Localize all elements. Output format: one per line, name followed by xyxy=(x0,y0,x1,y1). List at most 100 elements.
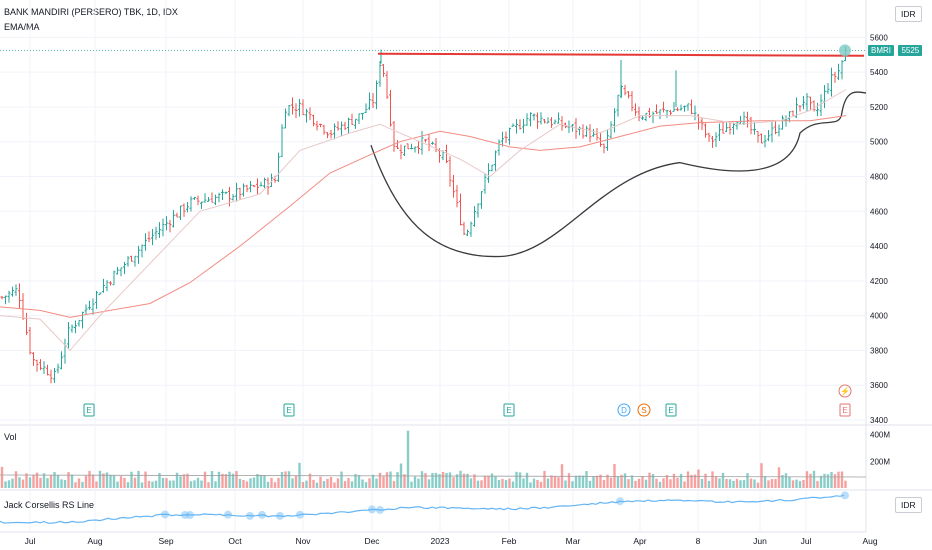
volume-bar xyxy=(140,482,144,488)
time-tick-label: Sep xyxy=(158,536,173,546)
volume-bar xyxy=(515,471,518,488)
time-axis: Jul Aug Sep Oct Nov Dec 2023 Feb Mar Apr 8 Jun Jul Au… xyxy=(25,536,878,546)
volume-bar xyxy=(378,472,382,488)
volume-bar xyxy=(305,480,308,488)
volume-bar xyxy=(7,480,11,488)
volume-bar xyxy=(557,477,560,488)
rs-line-label[interactable]: Jack Corsellis RS Line xyxy=(4,500,95,510)
rs-currency-button[interactable]: IDR xyxy=(895,497,922,513)
volume-bar xyxy=(203,471,207,488)
volume-bar xyxy=(466,473,469,488)
volume-bar xyxy=(210,471,214,488)
volume-bars xyxy=(0,430,867,488)
volume-bar xyxy=(56,474,60,488)
volume-bar xyxy=(112,475,116,488)
rs-line xyxy=(0,491,849,524)
earnings-marker xyxy=(665,403,677,417)
price-tick-label: 4800 xyxy=(870,172,888,181)
dividend-marker-label: D xyxy=(621,406,627,415)
volume-bar xyxy=(74,482,77,488)
volume-bar xyxy=(186,473,189,488)
volume-bar xyxy=(116,481,119,488)
volume-bar xyxy=(749,478,753,488)
volume-bar xyxy=(529,482,532,488)
volume-bar xyxy=(154,480,158,488)
volume-bar xyxy=(245,481,249,488)
volume-bar xyxy=(459,470,462,488)
volume-bar xyxy=(193,480,196,488)
volume-bar xyxy=(641,476,644,488)
volume-bar xyxy=(95,481,98,488)
volume-bar xyxy=(826,474,830,488)
volume-bar xyxy=(165,478,168,488)
volume-bar xyxy=(322,481,326,488)
slow-ma-line xyxy=(0,115,847,318)
volume-bar xyxy=(802,479,805,488)
news-marker xyxy=(838,384,852,398)
volume-bar xyxy=(18,477,21,488)
volume-bar xyxy=(42,473,46,488)
breakout-marker xyxy=(839,44,851,57)
price-tick-label: 5400 xyxy=(870,68,888,77)
split-marker-label: S xyxy=(641,406,646,415)
volume-label[interactable]: Vol xyxy=(4,432,17,442)
price-tick-label: 4000 xyxy=(870,312,888,321)
volume-bar xyxy=(508,478,511,488)
volume-bar xyxy=(175,472,179,488)
volume-bar xyxy=(182,474,186,488)
volume-bar xyxy=(287,471,291,488)
volume-bar xyxy=(809,473,812,488)
rs-new-high-dot xyxy=(246,511,254,520)
volume-bar xyxy=(637,478,641,488)
volume-bar xyxy=(340,471,343,488)
price-tick-label: 3400 xyxy=(870,416,888,425)
price-tick-label: 4200 xyxy=(870,277,888,286)
volume-bar xyxy=(578,475,581,488)
volume-bar xyxy=(501,478,504,488)
volume-bar xyxy=(844,480,847,488)
volume-bar xyxy=(434,472,438,488)
volume-bar xyxy=(651,474,655,488)
volume-bar xyxy=(742,480,746,488)
volume-bar xyxy=(735,478,739,488)
event-markers: E E E D S E E ⚡ xyxy=(83,384,852,417)
volume-bar xyxy=(326,478,329,488)
volume-bar xyxy=(438,474,441,488)
volume-bar xyxy=(634,480,637,488)
volume-bar xyxy=(816,481,819,488)
volume-bar xyxy=(693,474,697,488)
volume-bar xyxy=(368,478,371,488)
volume-bar xyxy=(259,474,263,488)
volume-bar xyxy=(518,472,522,488)
volume-bar xyxy=(679,473,683,488)
volume-bar xyxy=(840,471,844,488)
volume-bar xyxy=(539,481,543,488)
volume-bar xyxy=(364,482,368,488)
volume-tick-label: 200M xyxy=(870,457,890,466)
volume-bar xyxy=(0,466,4,488)
volume-bar xyxy=(662,478,665,488)
volume-bar xyxy=(784,473,788,488)
volume-bar xyxy=(375,478,378,488)
volume-bar xyxy=(571,481,574,488)
volume-bar xyxy=(189,481,193,488)
time-tick-label: Feb xyxy=(502,536,517,546)
volume-bar xyxy=(469,478,473,488)
volume-bar xyxy=(301,482,305,488)
volume-bar xyxy=(273,482,277,488)
volume-bar xyxy=(630,475,634,488)
earnings-marker-label: E xyxy=(286,406,291,415)
volume-bar xyxy=(490,473,494,488)
volume-bar xyxy=(84,475,88,488)
volume-bar xyxy=(270,477,273,488)
indicator-label[interactable]: EMA/MA xyxy=(4,22,40,32)
volume-bar xyxy=(441,471,445,488)
currency-button[interactable]: IDR xyxy=(895,6,922,22)
volume-bar xyxy=(567,473,571,488)
volume-bar xyxy=(623,473,627,488)
volume-bar xyxy=(21,479,25,488)
volume-bar xyxy=(739,480,742,488)
volume-bar xyxy=(669,479,672,488)
volume-bar xyxy=(294,475,298,488)
